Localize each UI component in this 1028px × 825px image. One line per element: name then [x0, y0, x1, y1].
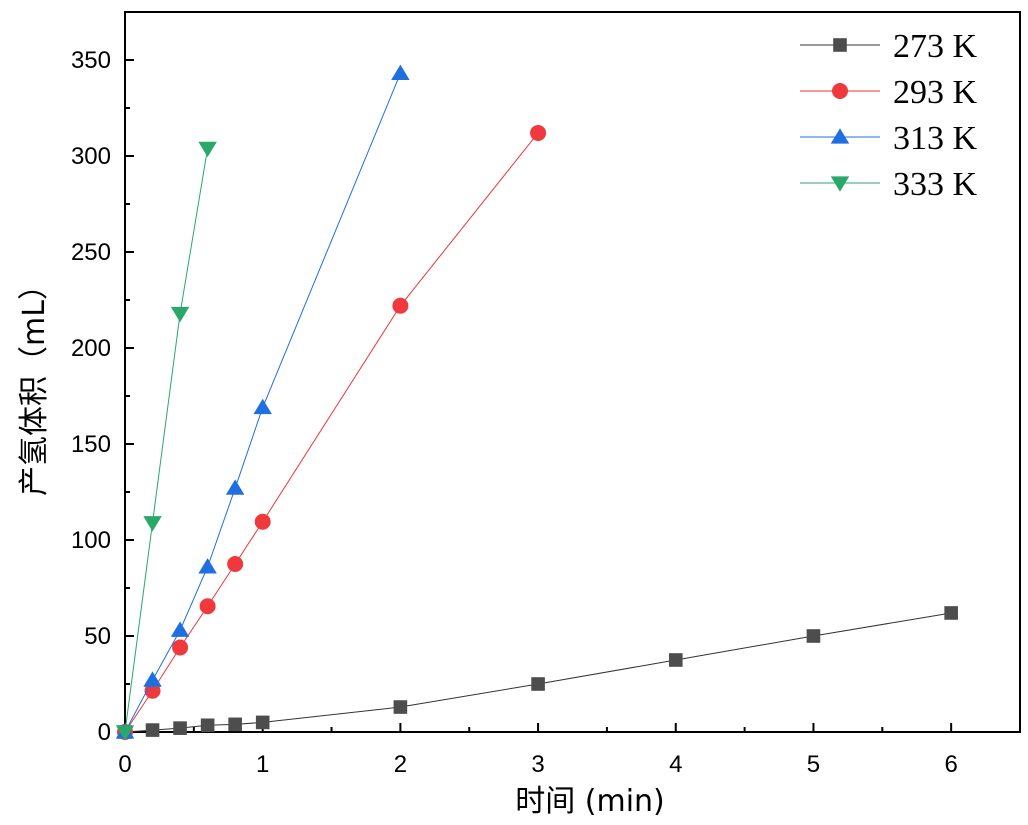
legend-marker — [830, 176, 850, 192]
legend: 273 K 293 K 313 K 333 K — [800, 28, 978, 203]
y-tick-label: 200 — [71, 335, 111, 362]
plot-frame — [124, 11, 1021, 733]
data-point — [253, 398, 272, 415]
data-point — [199, 598, 216, 615]
series-333k — [115, 141, 217, 741]
y-axis-title: 产氢体积（mL） — [17, 270, 52, 496]
data-point — [225, 479, 245, 495]
series-line — [124, 148, 209, 733]
x-tick-label: 6 — [944, 751, 957, 778]
data-point — [227, 556, 244, 572]
data-point — [143, 671, 162, 687]
x-tick-label: 5 — [807, 751, 820, 778]
data-point — [170, 621, 190, 637]
data-point — [198, 558, 217, 574]
data-point — [198, 141, 217, 158]
y-tick-label: 250 — [71, 239, 111, 266]
y-tick-label: 150 — [71, 431, 111, 458]
data-point — [172, 639, 189, 656]
y-tick-label: 50 — [84, 623, 111, 650]
y-tick-label: 0 — [98, 719, 111, 746]
data-point — [944, 606, 958, 620]
legend-item: 313 K — [800, 120, 978, 157]
series-273k — [118, 606, 958, 739]
series-line — [124, 132, 539, 733]
data-point — [393, 700, 408, 714]
legend-label: 333 K — [893, 166, 978, 203]
data-point — [391, 64, 410, 81]
x-tick-label: 0 — [118, 751, 131, 778]
legend-label: 293 K — [893, 74, 978, 111]
data-point — [530, 124, 547, 141]
series-line — [124, 612, 952, 733]
legend-item: 273 K — [800, 28, 978, 65]
data-point — [145, 723, 160, 737]
legend-label: 313 K — [893, 120, 978, 157]
x-axis-title: 时间 (min) — [515, 784, 665, 819]
data-point — [115, 725, 135, 741]
y-tick-label: 350 — [71, 47, 111, 74]
data-point — [170, 306, 190, 323]
series-293k — [117, 124, 547, 740]
x-tick-label: 1 — [256, 751, 269, 778]
data-point — [255, 715, 270, 730]
data-point — [531, 677, 545, 691]
legend-marker — [833, 38, 847, 52]
series-313k — [115, 64, 410, 739]
legend-item: 333 K — [800, 166, 978, 203]
legend-label: 273 K — [893, 28, 978, 65]
data-point — [173, 721, 187, 735]
legend-item: 293 K — [800, 74, 978, 111]
legend-marker — [832, 83, 848, 99]
data-point — [200, 718, 215, 733]
data-point — [254, 513, 271, 530]
x-tick-label: 4 — [669, 751, 682, 778]
axis-ticks: 0 1 2 3 4 5 6 0 50 100 150 200 250 300 350 — [71, 11, 958, 778]
data-point — [143, 516, 162, 532]
y-tick-label: 100 — [71, 527, 111, 554]
data-point — [228, 717, 242, 732]
data-point — [392, 297, 409, 314]
series-layer — [115, 64, 958, 741]
x-tick-label: 3 — [531, 751, 544, 778]
legend-marker — [830, 128, 850, 144]
x-tick-label: 2 — [394, 751, 407, 778]
data-point — [668, 653, 683, 667]
y-tick-label: 300 — [71, 143, 111, 170]
data-point — [806, 629, 821, 643]
